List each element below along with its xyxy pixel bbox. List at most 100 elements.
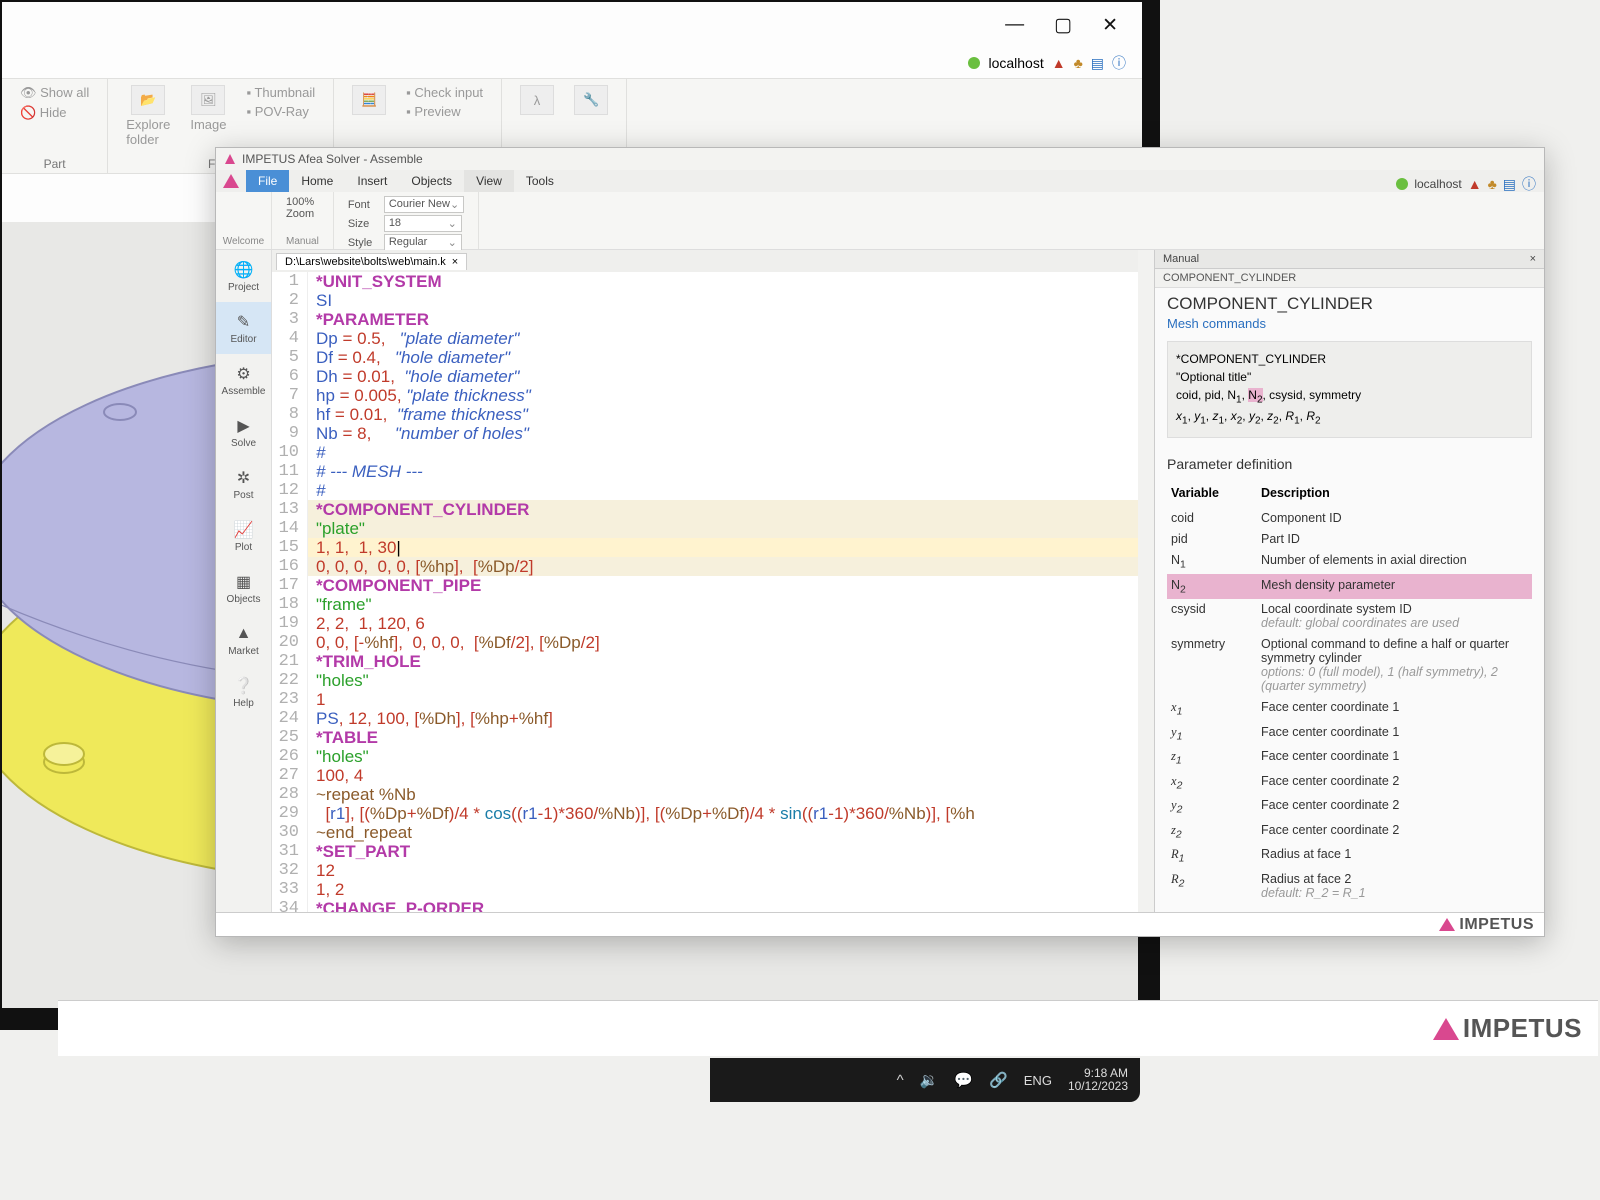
manual-category-link[interactable]: Mesh commands — [1167, 316, 1266, 331]
code-line[interactable]: 17*COMPONENT_PIPE — [272, 576, 1138, 595]
ribbon-item[interactable]: 🔧 — [574, 85, 608, 115]
menu-insert[interactable]: Insert — [345, 170, 399, 192]
code-line[interactable]: 5Df = 0.4, "hole diameter" — [272, 348, 1138, 367]
close-button[interactable]: ✕ — [1102, 14, 1118, 37]
code-line[interactable]: 13*COMPONENT_CYLINDER — [272, 500, 1138, 519]
font-font-combo[interactable]: Courier New⌄ — [384, 196, 464, 213]
code-line[interactable]: 8hf = 0.01, "frame thickness" — [272, 405, 1138, 424]
nav-project[interactable]: 🌐Project — [216, 250, 271, 302]
status-icon-2[interactable]: ♣ — [1488, 176, 1497, 192]
status-icon-1[interactable]: ▲ — [1468, 176, 1482, 192]
menu-home[interactable]: Home — [289, 170, 345, 192]
ribbon-stack-item[interactable]: 👁 Show all — [20, 85, 89, 101]
menu-file[interactable]: File — [246, 170, 289, 192]
code-line[interactable]: 151, 1, 1, 30| — [272, 538, 1138, 557]
code-line[interactable]: 30~end_repeat — [272, 823, 1138, 842]
code-line[interactable]: 24PS, 12, 100, [%Dh], [%hp+%hf] — [272, 709, 1138, 728]
code-line[interactable]: 1*UNIT_SYSTEM — [272, 272, 1138, 291]
nav-help[interactable]: ❔Help — [216, 666, 271, 718]
code-line[interactable]: 10# — [272, 443, 1138, 462]
code-line[interactable]: 200, 0, [-%hf], 0, 0, 0, [%Df/2], [%Dp/2… — [272, 633, 1138, 652]
line-number: 22 — [272, 671, 308, 690]
tray-chat-icon[interactable]: 💬 — [954, 1071, 973, 1089]
code-editor[interactable]: 1*UNIT_SYSTEM2SI3*PARAMETER4Dp = 0.5, "p… — [272, 272, 1138, 912]
menu-tools[interactable]: Tools — [514, 170, 566, 192]
nav-objects[interactable]: ▦Objects — [216, 562, 271, 614]
status-icon-2[interactable]: ♣ — [1074, 55, 1083, 71]
taskbar-clock[interactable]: 9:18 AM 10/12/2023 — [1068, 1067, 1128, 1093]
status-icon-3[interactable]: ▤ — [1503, 176, 1516, 193]
maximize-button[interactable]: ▢ — [1054, 14, 1072, 37]
ribbon-item[interactable]: 🧮 — [352, 85, 386, 119]
code-line[interactable]: 7hp = 0.005, "plate thickness" — [272, 386, 1138, 405]
ribbon-item[interactable]: 🖼Image — [190, 85, 226, 147]
ribbon-stack-item[interactable]: 🚫 Hide — [20, 105, 89, 121]
code-line[interactable]: 4Dp = 0.5, "plate diameter" — [272, 329, 1138, 348]
status-icon-3[interactable]: ▤ — [1091, 55, 1104, 72]
code-line[interactable]: 14"plate" — [272, 519, 1138, 538]
tab-strip: D:\Lars\website\bolts\web\main.k × — [272, 250, 1138, 272]
code-line[interactable]: 331, 2 — [272, 880, 1138, 899]
code-line[interactable]: 11# --- MESH --- — [272, 462, 1138, 481]
windows-taskbar: ^ 🔉 💬 🔗 ENG 9:18 AM 10/12/2023 — [710, 1058, 1140, 1102]
status-icon-4[interactable]: ⓘ — [1522, 174, 1536, 194]
ribbon-stack-item[interactable]: ▪ Thumbnail — [246, 85, 315, 100]
ribbon-item[interactable]: 📂Explore folder — [126, 85, 170, 147]
manual-close-icon[interactable]: × — [1530, 253, 1536, 265]
code-line[interactable]: 31*SET_PART — [272, 842, 1138, 861]
line-number: 1 — [272, 272, 308, 291]
code-line[interactable]: 26"holes" — [272, 747, 1138, 766]
language-indicator[interactable]: ENG — [1024, 1073, 1052, 1088]
ribbon-item[interactable]: λ — [520, 85, 554, 115]
font-size-combo[interactable]: 18⌄ — [384, 215, 462, 232]
code-line[interactable]: 28~repeat %Nb — [272, 785, 1138, 804]
code-line[interactable]: 3212 — [272, 861, 1138, 880]
status-icon-4[interactable]: ⓘ — [1112, 53, 1126, 73]
editor-scrollbar[interactable] — [1138, 250, 1154, 912]
line-number: 14 — [272, 519, 308, 538]
ribbon-stack-item[interactable]: ▪ POV-Ray — [246, 104, 315, 119]
code-line[interactable]: 34*CHANGE_P-ORDER — [272, 899, 1138, 912]
ribbon-stack-item[interactable]: ▪ Check input — [406, 85, 483, 100]
line-number: 24 — [272, 709, 308, 728]
tray-chevron-icon[interactable]: ^ — [897, 1072, 904, 1089]
code-line[interactable]: 160, 0, 0, 0, 0, [%hp], [%Dp/2] — [272, 557, 1138, 576]
code-line[interactable]: 2SI — [272, 291, 1138, 310]
code-line[interactable]: 192, 2, 1, 120, 6 — [272, 614, 1138, 633]
line-number: 21 — [272, 652, 308, 671]
code-line[interactable]: 18"frame" — [272, 595, 1138, 614]
project-icon: 🌐 — [233, 260, 255, 280]
menu-objects[interactable]: Objects — [399, 170, 464, 192]
file-tab[interactable]: D:\Lars\website\bolts\web\main.k × — [276, 253, 467, 270]
code-line[interactable]: 231 — [272, 690, 1138, 709]
nav-editor[interactable]: ✎Editor — [216, 302, 271, 354]
assemble-title: IMPETUS Afea Solver - Assemble — [242, 152, 423, 166]
code-line[interactable]: 29 [r1], [(%Dp+%Df)/4 * cos((r1-1)*360/%… — [272, 804, 1138, 823]
zoom-label: Zoom — [286, 208, 319, 220]
manual-title: COMPONENT_CYLINDER — [1167, 294, 1532, 314]
tray-volume-icon[interactable]: 🔉 — [920, 1071, 939, 1089]
status-icon-1[interactable]: ▲ — [1052, 55, 1066, 71]
ribbon-stack-item[interactable]: ▪ Preview — [406, 104, 483, 119]
tray-link-icon[interactable]: 🔗 — [989, 1071, 1008, 1089]
code-line[interactable]: 21*TRIM_HOLE — [272, 652, 1138, 671]
code-line[interactable]: 3*PARAMETER — [272, 310, 1138, 329]
nav-post[interactable]: ✲Post — [216, 458, 271, 510]
nav-solve[interactable]: ▶Solve — [216, 406, 271, 458]
code-line[interactable]: 22"holes" — [272, 671, 1138, 690]
code-line[interactable]: 27100, 4 — [272, 766, 1138, 785]
code-line[interactable]: 25*TABLE — [272, 728, 1138, 747]
code-line[interactable]: 12# — [272, 481, 1138, 500]
code-line[interactable]: 9Nb = 8, "number of holes" — [272, 424, 1138, 443]
file-tab-close[interactable]: × — [452, 256, 458, 268]
font-style-combo[interactable]: Regular⌄ — [384, 234, 462, 251]
brand-bar: IMPETUS — [216, 912, 1544, 936]
nav-market[interactable]: ▲Market — [216, 614, 271, 666]
zoom-value[interactable]: 100% — [286, 196, 319, 208]
minimize-button[interactable]: — — [1005, 14, 1024, 36]
code-line[interactable]: 6Dh = 0.01, "hole diameter" — [272, 367, 1138, 386]
line-number: 4 — [272, 329, 308, 348]
menu-view[interactable]: View — [464, 170, 514, 192]
nav-plot[interactable]: 📈Plot — [216, 510, 271, 562]
nav-assemble[interactable]: ⚙Assemble — [216, 354, 271, 406]
